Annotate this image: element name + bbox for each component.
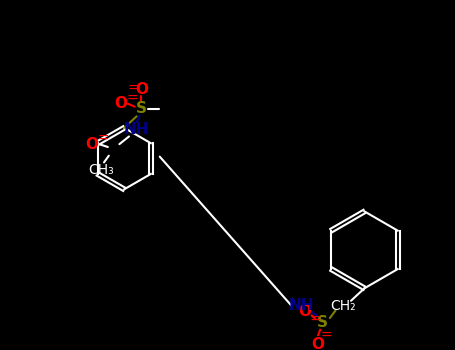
- Text: =: =: [97, 132, 109, 146]
- Text: O: O: [135, 82, 148, 97]
- Text: CH₃: CH₃: [88, 163, 114, 177]
- Text: O: O: [298, 304, 311, 319]
- Text: S: S: [317, 315, 328, 330]
- Text: O: O: [85, 136, 98, 152]
- Text: =: =: [126, 92, 138, 106]
- Text: O: O: [114, 96, 127, 111]
- Text: =: =: [127, 82, 139, 96]
- Text: S: S: [136, 101, 147, 116]
- Text: NH: NH: [288, 298, 314, 313]
- Text: =: =: [320, 328, 332, 342]
- Text: O: O: [311, 337, 324, 350]
- Text: =: =: [309, 313, 321, 327]
- Text: NH: NH: [124, 122, 149, 137]
- Text: CH₂: CH₂: [330, 299, 356, 313]
